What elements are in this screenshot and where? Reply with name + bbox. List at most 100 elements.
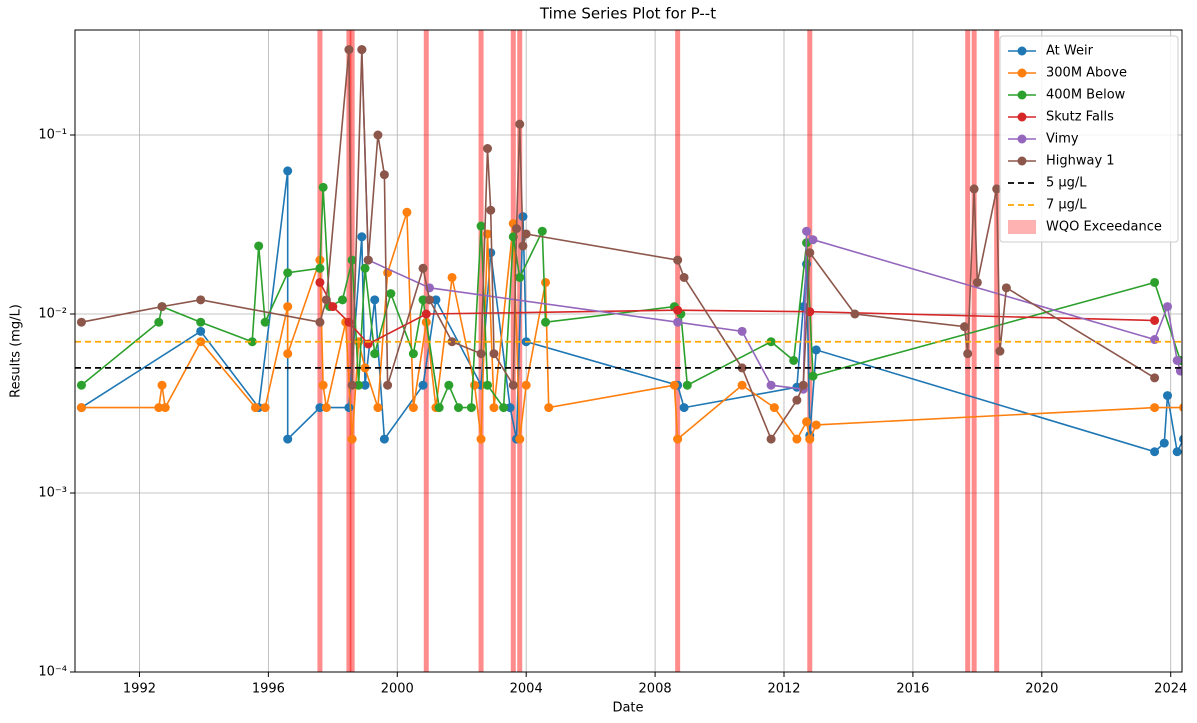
plot-frame — [74, 29, 1183, 673]
legend-label: 400M Below — [1046, 88, 1126, 103]
legend-marker — [1017, 68, 1027, 78]
exceedance-band — [317, 30, 323, 672]
data-point — [154, 403, 164, 413]
data-point — [434, 403, 444, 413]
data-point — [1150, 447, 1160, 457]
data-point — [792, 434, 802, 444]
data-point — [421, 309, 431, 319]
data-point — [260, 317, 270, 327]
data-point — [370, 295, 380, 305]
y-tick-label: 10⁻² — [38, 306, 67, 321]
data-point — [424, 295, 434, 305]
data-point — [737, 363, 747, 373]
chart-title: Time Series Plot for P--t — [539, 5, 716, 23]
legend-label: WQO Exceedance — [1046, 220, 1162, 235]
data-point — [808, 371, 818, 381]
data-point — [1175, 366, 1182, 376]
exceedance-band — [423, 30, 429, 672]
data-point — [963, 349, 973, 359]
data-point — [1001, 283, 1011, 293]
data-point — [196, 295, 206, 305]
data-point — [1172, 355, 1182, 365]
data-point — [370, 349, 380, 359]
data-point — [160, 403, 170, 413]
data-point — [512, 224, 522, 234]
data-point — [283, 434, 293, 444]
x-axis-label: Date — [612, 701, 643, 716]
data-point — [1150, 373, 1160, 383]
x-tick-label: 2012 — [767, 682, 800, 697]
data-point — [537, 226, 547, 236]
data-point — [347, 380, 357, 390]
data-point — [1179, 403, 1182, 412]
legend-label: 5 µg/L — [1046, 176, 1087, 191]
legend-marker — [1017, 112, 1027, 122]
data-point — [486, 205, 496, 215]
data-point — [1150, 335, 1160, 345]
data-point — [76, 317, 86, 327]
data-point — [447, 337, 457, 347]
legend-swatch — [1008, 220, 1036, 234]
data-point — [373, 403, 383, 413]
legend-marker — [1017, 156, 1027, 166]
data-point — [1159, 438, 1169, 448]
data-point — [373, 130, 383, 140]
data-point — [444, 380, 454, 390]
data-point — [363, 255, 373, 265]
exceedance-band — [971, 30, 977, 672]
data-point — [499, 403, 509, 413]
data-point — [315, 277, 325, 287]
x-tick-label: 1996 — [252, 682, 285, 697]
data-point — [518, 241, 528, 251]
data-point — [283, 349, 293, 359]
data-point — [1150, 403, 1160, 413]
data-point — [489, 349, 499, 359]
data-point — [972, 277, 982, 287]
data-point — [328, 302, 338, 312]
data-point — [476, 434, 486, 444]
legend-label: 7 µg/L — [1046, 198, 1087, 213]
legend-label: Skutz Falls — [1046, 110, 1114, 125]
data-point — [766, 434, 776, 444]
data-point — [318, 182, 328, 192]
data-point — [196, 317, 206, 327]
data-point — [283, 268, 293, 278]
data-point — [544, 403, 554, 413]
data-point — [315, 317, 325, 327]
data-point — [344, 403, 354, 413]
data-point — [802, 417, 812, 427]
data-point — [673, 317, 683, 327]
data-point — [357, 45, 367, 55]
data-point — [321, 403, 331, 413]
data-point — [515, 272, 525, 282]
data-point — [196, 326, 206, 336]
data-point — [1172, 447, 1182, 457]
data-point — [321, 295, 331, 305]
data-point — [995, 346, 1005, 356]
data-point — [1150, 277, 1160, 287]
data-point — [737, 380, 747, 390]
legend-label: 300M Above — [1046, 66, 1127, 81]
data-point — [470, 380, 480, 390]
y-axis-label: Results (mg/L) — [9, 304, 24, 398]
data-point — [798, 380, 808, 390]
exceedance-band — [675, 30, 681, 672]
exceedance-band — [346, 30, 352, 672]
legend-label: At Weir — [1046, 44, 1094, 59]
data-point — [483, 144, 493, 154]
data-point — [344, 45, 354, 55]
data-point — [360, 263, 370, 273]
legend-marker — [1017, 46, 1027, 56]
x-tick-label: 2004 — [510, 682, 543, 697]
data-point — [260, 403, 270, 413]
data-point — [383, 380, 393, 390]
data-point — [682, 380, 692, 390]
data-point — [402, 207, 412, 217]
data-point — [766, 337, 776, 347]
legend-marker — [1017, 134, 1027, 144]
data-point — [418, 263, 428, 273]
data-point — [541, 277, 551, 287]
data-point — [669, 380, 679, 390]
